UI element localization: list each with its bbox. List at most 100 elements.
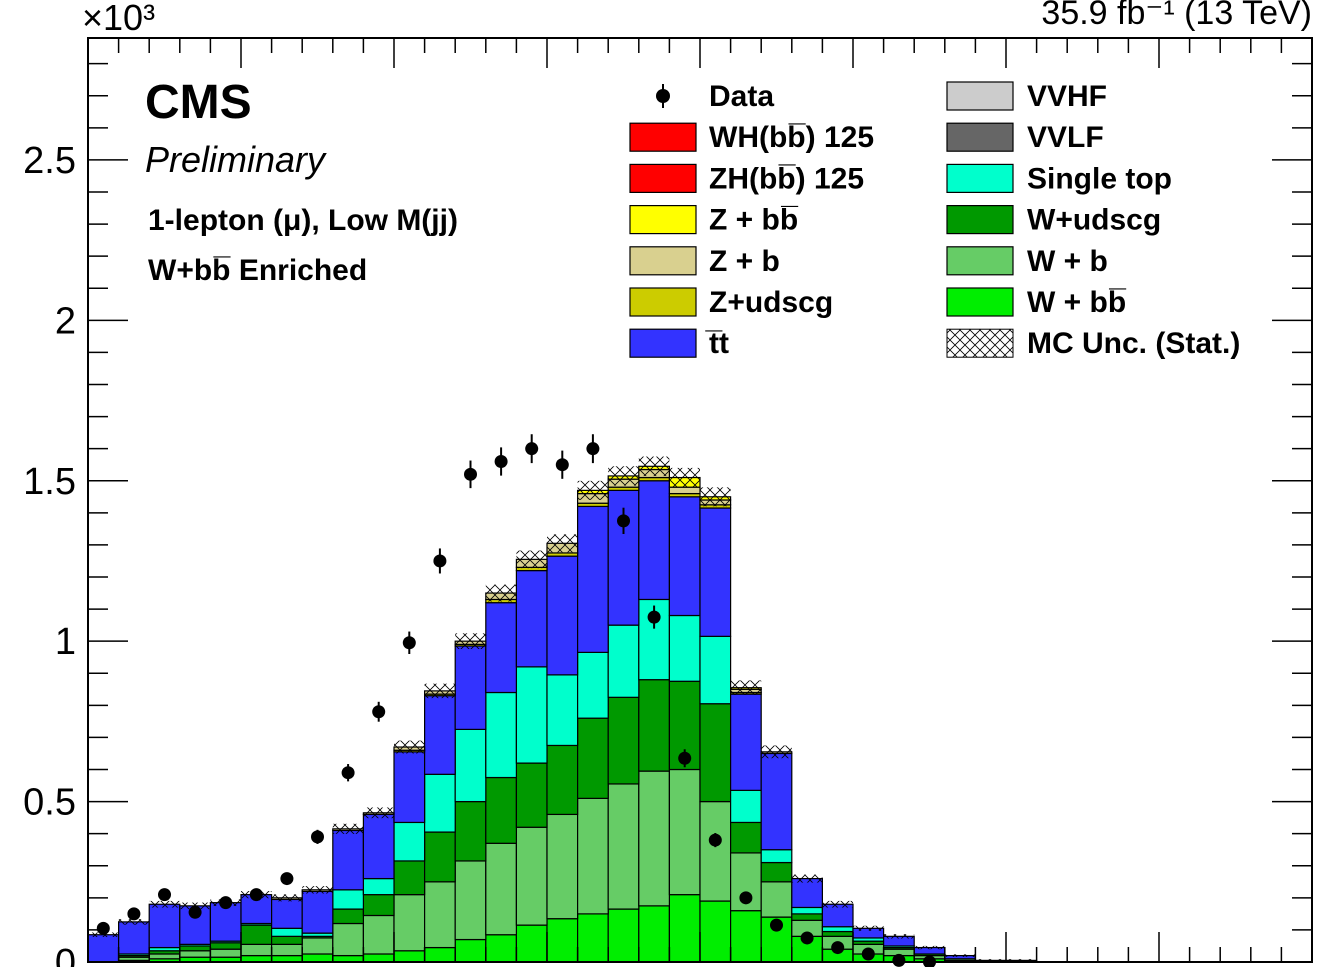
mc-unc-2 bbox=[149, 900, 180, 908]
bar-2-23 bbox=[791, 913, 823, 921]
bar-4-20 bbox=[699, 507, 732, 637]
bar-0-12 bbox=[454, 938, 487, 962]
bar-1-2 bbox=[148, 953, 181, 960]
bar-1-6 bbox=[271, 943, 303, 957]
bar-1-5 bbox=[240, 943, 273, 957]
mc-unc-17 bbox=[608, 466, 639, 486]
bar-0-20 bbox=[699, 900, 732, 962]
bar-2-9 bbox=[362, 894, 395, 917]
data-point-6 bbox=[280, 872, 294, 886]
bar-4-12 bbox=[454, 645, 487, 730]
bar-2-3 bbox=[179, 945, 212, 952]
bar-2-10 bbox=[393, 860, 426, 896]
mc-unc-20 bbox=[700, 487, 731, 507]
bar-2-15 bbox=[546, 744, 579, 816]
bar-3-11 bbox=[424, 773, 456, 833]
bar-2-16 bbox=[576, 717, 609, 799]
data-point-0 bbox=[96, 921, 110, 935]
svg-text:Z+udscg: Z+udscg bbox=[709, 286, 833, 319]
bar-0-17 bbox=[607, 908, 640, 962]
bar-1-9 bbox=[362, 914, 395, 955]
experiment-label: CMS bbox=[145, 76, 252, 129]
bar-3-15 bbox=[546, 674, 579, 747]
data-point-8 bbox=[341, 764, 355, 782]
legend-entry-1-0: VVHF bbox=[946, 80, 1107, 113]
mc-unc-14 bbox=[516, 550, 547, 569]
mc-unc-19 bbox=[669, 467, 700, 488]
data-point-3 bbox=[188, 905, 202, 919]
data-point-10 bbox=[402, 631, 416, 654]
y-tick-label-4: 2 bbox=[55, 300, 76, 342]
bar-1-8 bbox=[332, 922, 364, 957]
bar-3-24 bbox=[821, 926, 854, 933]
svg-text:Z + b: Z + b bbox=[709, 245, 780, 278]
mc-unc-28 bbox=[944, 954, 976, 957]
bar-1-18 bbox=[638, 770, 670, 907]
bar-2-22 bbox=[760, 861, 793, 883]
bar-0-21 bbox=[729, 910, 762, 962]
bar-3-21 bbox=[729, 789, 762, 824]
bar-4-16 bbox=[576, 505, 609, 653]
mc-unc-8 bbox=[332, 823, 364, 834]
bar-2-6 bbox=[271, 935, 303, 945]
legend-entry-0-2: ZH(bb̅) 125 bbox=[629, 162, 864, 195]
bar-4-0 bbox=[88, 934, 120, 962]
bar-1-10 bbox=[393, 894, 426, 952]
mc-unc-1 bbox=[118, 919, 150, 925]
y-multiplier: ×10³ bbox=[82, 0, 155, 38]
bar-4-6 bbox=[271, 898, 303, 929]
data-point-12 bbox=[464, 460, 477, 489]
bar-4-15 bbox=[546, 555, 579, 676]
mc-unc-15 bbox=[547, 534, 578, 553]
bar-0-11 bbox=[424, 946, 456, 962]
svg-text:Single top: Single top bbox=[1027, 162, 1172, 195]
bar-3-23 bbox=[791, 906, 823, 915]
legend-entry-0-1: WH(bb̅) 125 bbox=[629, 121, 874, 154]
bar-3-14 bbox=[515, 666, 548, 764]
bar-1-7 bbox=[301, 937, 334, 955]
bar-3-10 bbox=[393, 821, 426, 862]
bar-2-20 bbox=[699, 703, 732, 803]
bar-4-22 bbox=[760, 752, 793, 851]
bar-0-7 bbox=[301, 953, 334, 962]
svg-text:VVLF: VVLF bbox=[1027, 121, 1104, 154]
svg-text:t̅t: t̅t bbox=[705, 327, 729, 360]
data-point-23 bbox=[800, 931, 814, 945]
data-point-9 bbox=[372, 701, 386, 722]
bar-4-18 bbox=[638, 480, 670, 601]
bar-2-8 bbox=[332, 908, 364, 925]
bar-2-18 bbox=[638, 679, 670, 772]
legend-entry-1-3: W+udscg bbox=[946, 204, 1161, 237]
mc-uncertainty-band bbox=[88, 456, 1037, 962]
region-label: W+bb̅ Enriched bbox=[148, 254, 367, 287]
bar-4-11 bbox=[424, 695, 456, 775]
legend: Data WH(bb̅) 125 ZH(bb̅) 125 Z + bb̅ Z + b Z+… bbox=[629, 80, 1240, 360]
legend-entry-1-2: Single top bbox=[946, 162, 1172, 195]
bar-1-17 bbox=[607, 783, 640, 910]
bar-4-24 bbox=[821, 903, 854, 928]
mc-unc-24 bbox=[822, 900, 853, 908]
lumi-label: 35.9 fb⁻¹ (13 TeV) bbox=[1041, 0, 1312, 32]
bar-2-17 bbox=[607, 696, 640, 785]
bar-1-3 bbox=[179, 950, 212, 958]
svg-text:MC Unc. (Stat.): MC Unc. (Stat.) bbox=[1027, 327, 1240, 360]
bar-0-18 bbox=[638, 905, 670, 962]
mc-unc-23 bbox=[791, 874, 823, 883]
y-axis: 0 0.5 1 1.5 2 2.5 bbox=[23, 62, 1312, 967]
bar-4-14 bbox=[515, 569, 548, 668]
bar-2-24 bbox=[821, 930, 854, 937]
svg-text:W + bb̅: W + bb̅ bbox=[1027, 286, 1127, 319]
mc-unc-6 bbox=[271, 894, 303, 902]
bar-0-15 bbox=[546, 918, 579, 962]
bar-1-14 bbox=[515, 826, 548, 926]
bar-3-8 bbox=[332, 889, 364, 910]
bar-2-13 bbox=[485, 776, 517, 844]
bar-2-4 bbox=[209, 942, 242, 950]
data-point-15 bbox=[555, 450, 569, 479]
bar-4-8 bbox=[332, 829, 364, 891]
y-tick-label-0: 0 bbox=[55, 942, 76, 967]
data-point-5 bbox=[249, 888, 263, 902]
mc-unc-18 bbox=[638, 456, 670, 477]
data-point-13 bbox=[494, 447, 508, 476]
